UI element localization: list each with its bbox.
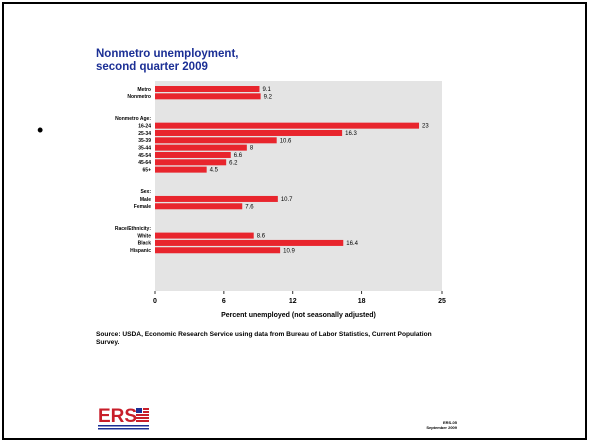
- x-axis-label: Percent unemployed (not seasonally adjus…: [221, 312, 376, 319]
- chart-title-line-2: second quarter 2009: [96, 61, 208, 73]
- source-note: Source: USDA, Economic Research Service …: [96, 331, 432, 346]
- category-label: Male: [140, 197, 151, 203]
- data-label: 7.6: [245, 204, 254, 210]
- bar: [155, 93, 261, 100]
- category-label: 35-44: [138, 145, 151, 151]
- data-label: 6.6: [234, 153, 243, 159]
- category-label: 16-24: [138, 123, 151, 129]
- category-label: 45-54: [138, 153, 151, 159]
- data-label: 4.5: [210, 168, 219, 174]
- data-label: 10.7: [281, 197, 293, 203]
- x-tick-label: 6: [222, 298, 226, 305]
- bar: [155, 151, 231, 158]
- slide-code-id: ERS-05: [442, 420, 457, 425]
- bar: [155, 195, 278, 202]
- logo-flag-icon: [136, 408, 149, 422]
- data-label: 8: [250, 146, 254, 152]
- data-label: 16.3: [345, 131, 357, 137]
- data-label: 6.2: [229, 160, 238, 166]
- bar: [155, 144, 247, 151]
- x-tick-label: 18: [358, 298, 366, 305]
- bullet-point: •: [37, 120, 44, 140]
- bar: [155, 239, 344, 246]
- slide-code-date: September 2009: [426, 425, 457, 430]
- category-label: 45-64: [138, 160, 151, 166]
- slide-border: [2, 2, 587, 440]
- plot-area: [155, 81, 442, 291]
- ers-logo-mark: ERS: [98, 406, 149, 430]
- bar: [155, 166, 207, 173]
- category-label: White: [137, 233, 151, 239]
- category-label: Hispanic: [130, 248, 151, 254]
- chart-title-line-1: Nonmetro unemployment,: [96, 48, 239, 60]
- data-label: 9.1: [262, 87, 271, 93]
- bar: [155, 137, 277, 144]
- bar: [155, 232, 254, 239]
- data-label: 9.2: [264, 94, 273, 100]
- category-label: 25-34: [138, 131, 151, 137]
- bar: [155, 247, 281, 254]
- x-tick-label: 12: [289, 298, 297, 305]
- group-label: Race/Ethnicity:: [115, 226, 151, 232]
- category-label: Metro: [137, 87, 151, 93]
- data-label: 8.6: [257, 234, 266, 240]
- category-label: Black: [138, 241, 152, 247]
- data-label: 23: [422, 124, 429, 130]
- data-label: 10.6: [280, 138, 292, 144]
- group-label: Nonmetro Age:: [115, 116, 151, 122]
- category-label: 35-39: [138, 138, 151, 144]
- category-label: 65+: [143, 167, 152, 173]
- bar: [155, 129, 343, 136]
- group-label: Sex:: [140, 189, 151, 195]
- bar: [155, 122, 420, 129]
- chart-title: Nonmetro unemployment, second quarter 20…: [96, 48, 356, 74]
- bar: [155, 86, 260, 92]
- logo-text: ERS: [98, 406, 137, 427]
- bar: [155, 203, 243, 210]
- category-label: Nonmetro: [127, 94, 151, 100]
- slide-code: ERS-05 September 2009: [409, 420, 457, 430]
- x-tick-label: 0: [153, 298, 157, 305]
- bar: [155, 159, 227, 166]
- x-tick-label: 25: [438, 298, 446, 305]
- data-label: 16.4: [346, 241, 358, 247]
- data-label: 10.9: [283, 248, 295, 254]
- category-label: Female: [134, 204, 151, 210]
